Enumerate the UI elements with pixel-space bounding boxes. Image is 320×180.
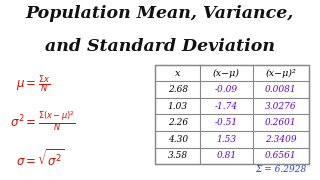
Text: 1.53: 1.53 bbox=[216, 135, 236, 144]
Text: (x−μ): (x−μ) bbox=[213, 69, 240, 78]
Text: and Standard Deviation: and Standard Deviation bbox=[45, 38, 275, 55]
Text: 2.3409: 2.3409 bbox=[265, 135, 297, 144]
Text: Population Mean, Variance,: Population Mean, Variance, bbox=[26, 5, 294, 22]
Text: $\mu = \frac{\Sigma x}{N}$: $\mu = \frac{\Sigma x}{N}$ bbox=[16, 73, 50, 94]
Text: -1.74: -1.74 bbox=[215, 102, 238, 111]
Text: 1.03: 1.03 bbox=[168, 102, 188, 111]
Text: 0.0081: 0.0081 bbox=[265, 85, 297, 94]
Text: x: x bbox=[175, 69, 180, 78]
Text: $\sigma^{2} = \frac{\Sigma(x-\mu)^{2}}{N}$: $\sigma^{2} = \frac{\Sigma(x-\mu)^{2}}{N… bbox=[10, 109, 76, 133]
Text: Σ = 6.2928: Σ = 6.2928 bbox=[255, 165, 307, 174]
Text: -0.51: -0.51 bbox=[215, 118, 238, 127]
Text: $\sigma = \sqrt{\sigma^{2}}$: $\sigma = \sqrt{\sigma^{2}}$ bbox=[16, 148, 65, 170]
Text: -0.09: -0.09 bbox=[215, 85, 238, 94]
Text: 2.26: 2.26 bbox=[168, 118, 188, 127]
Text: (x−μ)²: (x−μ)² bbox=[265, 69, 296, 78]
Bar bbox=[155, 65, 309, 164]
Text: 4.30: 4.30 bbox=[168, 135, 188, 144]
Text: 2.68: 2.68 bbox=[168, 85, 188, 94]
Text: 0.81: 0.81 bbox=[216, 151, 236, 160]
Text: 3.58: 3.58 bbox=[168, 151, 188, 160]
Text: 3.0276: 3.0276 bbox=[265, 102, 297, 111]
Text: 0.6561: 0.6561 bbox=[265, 151, 297, 160]
Text: 0.2601: 0.2601 bbox=[265, 118, 297, 127]
